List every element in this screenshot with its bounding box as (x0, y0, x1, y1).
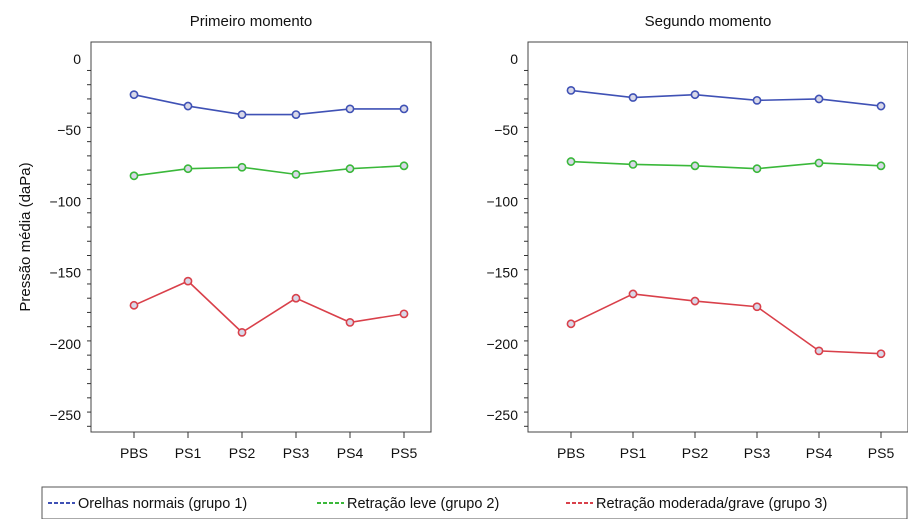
data-point (399, 309, 409, 319)
plot-area (90, 41, 432, 433)
legend-label: Retração leve (grupo 2) (347, 496, 499, 512)
data-point (752, 302, 762, 312)
series-1 (566, 85, 886, 111)
data-point (237, 327, 247, 337)
data-point (129, 171, 139, 181)
series-2 (566, 157, 886, 174)
data-point (876, 101, 886, 111)
data-point (566, 157, 576, 166)
x-tick-label: PBS (120, 445, 148, 461)
data-point (752, 95, 762, 105)
data-point (814, 346, 824, 356)
data-point (814, 94, 824, 104)
data-point (237, 162, 247, 172)
series-3 (566, 289, 886, 359)
data-point (291, 110, 301, 119)
x-tick-label: PS5 (391, 445, 418, 461)
data-point (690, 296, 700, 306)
y-tick-label: −100 (49, 193, 81, 209)
legend: Orelhas normais (grupo 1) Retração leve (… (41, 486, 908, 519)
y-tick-label: −150 (49, 265, 81, 281)
data-point (814, 158, 824, 168)
series-line (133, 93, 404, 116)
y-axis-label: Pressão média (daPa) (17, 162, 34, 311)
panel-1: Primeiro momento 0 −50 −100 −150 −200 −250 PBS P… (49, 13, 432, 461)
data-point (183, 276, 193, 286)
data-point (876, 161, 886, 171)
x-tick-label: PS2 (682, 445, 709, 461)
series-3 (129, 276, 409, 337)
data-point (345, 164, 355, 174)
x-tick-label: PS3 (744, 445, 771, 461)
data-point (345, 318, 355, 327)
legend-frame (41, 486, 908, 519)
data-point (291, 293, 301, 303)
data-point (690, 161, 700, 171)
panel-title: Segundo momento (645, 13, 772, 30)
data-point (628, 160, 638, 169)
data-point (399, 161, 409, 171)
data-point (237, 110, 247, 119)
y-tick-label: −200 (49, 336, 81, 352)
plot-area (527, 41, 908, 433)
x-tick-label: PS4 (337, 445, 364, 461)
x-tick-label: PS1 (175, 445, 202, 461)
panel-2: Segundo momento 0 −50 −100 −150 −200 −250 PBS PS… (486, 13, 908, 461)
series-line (570, 160, 882, 170)
y-tick-label: −50 (494, 122, 518, 138)
legend-label: Orelhas normais (grupo 1) (78, 496, 247, 512)
series-line (133, 165, 405, 177)
series-1 (129, 90, 409, 119)
data-point (129, 90, 139, 100)
data-point (876, 349, 886, 359)
y-tick-label: 0 (73, 51, 81, 67)
legend-label: Retração moderada/grave (grupo 3) (596, 496, 827, 512)
data-point (183, 164, 193, 174)
y-tick-label: −50 (57, 122, 81, 138)
x-tick-label: PS4 (806, 445, 833, 461)
data-point (690, 90, 700, 100)
x-tick-label: PS1 (620, 445, 647, 461)
data-point (183, 101, 193, 111)
data-point (752, 164, 762, 174)
data-point (345, 104, 355, 114)
data-point (628, 93, 638, 102)
y-tick-label: −250 (486, 407, 518, 423)
x-tick-label: PS2 (229, 445, 256, 461)
x-tick-label: PBS (557, 445, 585, 461)
data-point (628, 289, 638, 299)
series-2 (129, 161, 409, 181)
data-point (566, 319, 576, 329)
y-tick-label: −100 (486, 193, 518, 209)
data-point (291, 169, 301, 179)
data-point (566, 85, 576, 95)
series-line (133, 280, 405, 334)
y-tick-label: −200 (486, 336, 518, 352)
series-line (570, 89, 882, 107)
x-tick-label: PS3 (283, 445, 310, 461)
x-tick-label: PS5 (868, 445, 895, 461)
y-tick-label: −250 (49, 407, 81, 423)
series-line (570, 293, 882, 355)
data-point (399, 104, 409, 114)
y-tick-label: 0 (510, 51, 518, 67)
panel-title: Primeiro momento (190, 13, 313, 30)
y-tick-label: −150 (486, 265, 518, 281)
data-point (129, 300, 139, 310)
